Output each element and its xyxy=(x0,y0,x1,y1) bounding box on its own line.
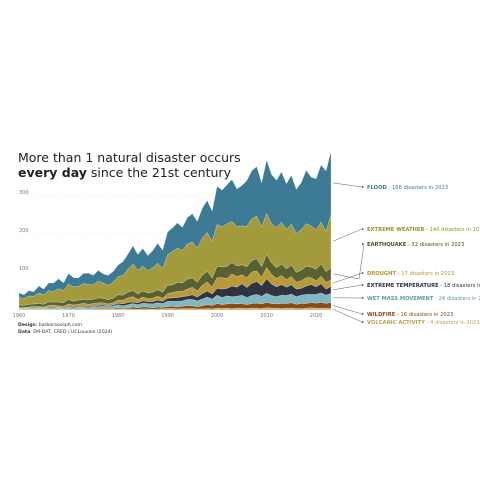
arrowhead-icon xyxy=(362,228,364,230)
label-category: EXTREME TEMPERATURE xyxy=(367,283,439,289)
credits: Design: barbaraoseph.com Data: EM-DAT, C… xyxy=(18,323,112,336)
label-category: DROUGHT xyxy=(367,271,397,277)
label-detail: - 140 disasters in 2023 xyxy=(424,227,480,233)
series-label-flood: FLOOD - 166 disasters in 2023 xyxy=(332,182,448,191)
label-leader-line xyxy=(332,182,363,188)
label-category: WILDFIRE xyxy=(367,312,396,318)
series-label-wildfire: WILDFIRE - 16 disasters in 2023 xyxy=(332,305,453,318)
arrowhead-icon xyxy=(362,284,364,286)
label-category: EXTREME WEATHER xyxy=(367,227,424,233)
design-credit-value: : barbaraoseph.com xyxy=(35,323,82,328)
x-axis-ticks: 1960 1970 1980 1990 2000 2010 2020 xyxy=(13,313,323,319)
title-emphasis: every day xyxy=(18,165,87,180)
label-text: DROUGHT - 17 disasters in 2023 xyxy=(367,271,454,277)
area-flood xyxy=(18,151,332,299)
label-text: EXTREME WEATHER - 140 disasters in 2023 xyxy=(367,227,480,233)
x-tick-label: 2000 xyxy=(211,313,224,319)
arrowhead-icon xyxy=(362,243,364,245)
arrowhead-icon xyxy=(362,321,364,323)
label-leader-line xyxy=(332,305,363,315)
series-label-drought: DROUGHT - 17 disasters in 2023 xyxy=(332,271,454,284)
arrowhead-icon xyxy=(362,313,364,315)
label-detail: - 166 disasters in 2023 xyxy=(387,185,448,191)
title-line-2: every day since the 21st century xyxy=(18,165,241,180)
x-tick-label: 2020 xyxy=(310,313,323,319)
y-axis-ticks: 100 200 300 xyxy=(19,190,29,272)
label-detail: - 32 disasters in 2023 xyxy=(406,242,464,248)
arrowhead-icon xyxy=(362,297,364,299)
data-credit-value: : EM-DAT, CRED / UCLouvain (2024) xyxy=(30,329,113,335)
series-label-mass: WET MASS MOVEMENT - 24 disasters in 2023 xyxy=(332,296,480,302)
series-label-volcanic: VOLCANIC ACTIVITY - 4 disasters in 2023 xyxy=(332,309,480,326)
label-category: FLOOD xyxy=(367,185,387,191)
label-detail: - 4 disasters in 2023 xyxy=(425,320,480,326)
label-leader-line xyxy=(332,284,363,291)
label-text: WILDFIRE - 16 disasters in 2023 xyxy=(367,312,453,318)
label-category: WET MASS MOVEMENT xyxy=(367,296,434,302)
design-credit: Design: barbaraoseph.com xyxy=(18,323,112,330)
x-tick-label: 1960 xyxy=(13,313,26,319)
label-text: EXTREME TEMPERATURE - 18 disasters in 20… xyxy=(367,283,480,289)
arrowhead-icon xyxy=(362,272,364,274)
x-tick-label: 1990 xyxy=(161,313,174,319)
series-label-temperature: EXTREME TEMPERATURE - 18 disasters in 20… xyxy=(332,283,480,291)
series-labels: FLOOD - 166 disasters in 2023 EXTREME WEA… xyxy=(332,182,480,326)
chart-title: More than 1 natural disaster occurs ever… xyxy=(18,150,241,180)
label-leader-line xyxy=(332,243,365,280)
label-detail: - 17 disasters in 2023 xyxy=(396,271,454,277)
x-tick-label: 2010 xyxy=(260,313,273,319)
y-tick-label: 200 xyxy=(19,228,29,234)
label-leader-line xyxy=(332,309,363,323)
data-credit-label: Data xyxy=(18,329,31,335)
label-detail: - 24 disasters in 2023 xyxy=(433,296,480,302)
label-text: EARTHQUAKE - 32 disasters in 2023 xyxy=(367,242,464,248)
label-detail: - 18 disasters in 2023 xyxy=(439,283,480,289)
design-credit-label: Design xyxy=(18,323,36,328)
label-leader-line xyxy=(332,272,363,284)
arrowhead-icon xyxy=(362,186,364,188)
label-detail: - 16 disasters in 2023 xyxy=(395,312,453,318)
y-tick-label: 300 xyxy=(19,190,29,196)
label-text: FLOOD - 166 disasters in 2023 xyxy=(367,185,448,191)
label-text: WET MASS MOVEMENT - 24 disasters in 2023 xyxy=(367,296,480,302)
y-tick-label: 100 xyxy=(19,266,29,272)
label-category: VOLCANIC ACTIVITY xyxy=(367,320,425,326)
label-leader-line xyxy=(332,228,363,242)
area-series xyxy=(18,151,332,311)
data-credit: Data: EM-DAT, CRED / UCLouvain (2024) xyxy=(18,330,112,337)
label-category: EARTHQUAKE xyxy=(367,242,407,248)
series-label-weather: EXTREME WEATHER - 140 disasters in 2023 xyxy=(332,227,480,242)
x-tick-label: 1980 xyxy=(112,313,125,319)
x-tick-label: 1970 xyxy=(62,313,75,319)
title-line-2-rest: since the 21st century xyxy=(86,165,231,180)
series-label-earthquake: EARTHQUAKE - 32 disasters in 2023 xyxy=(332,242,464,280)
label-text: VOLCANIC ACTIVITY - 4 disasters in 2023 xyxy=(367,320,480,326)
title-line-1: More than 1 natural disaster occurs xyxy=(18,150,241,165)
